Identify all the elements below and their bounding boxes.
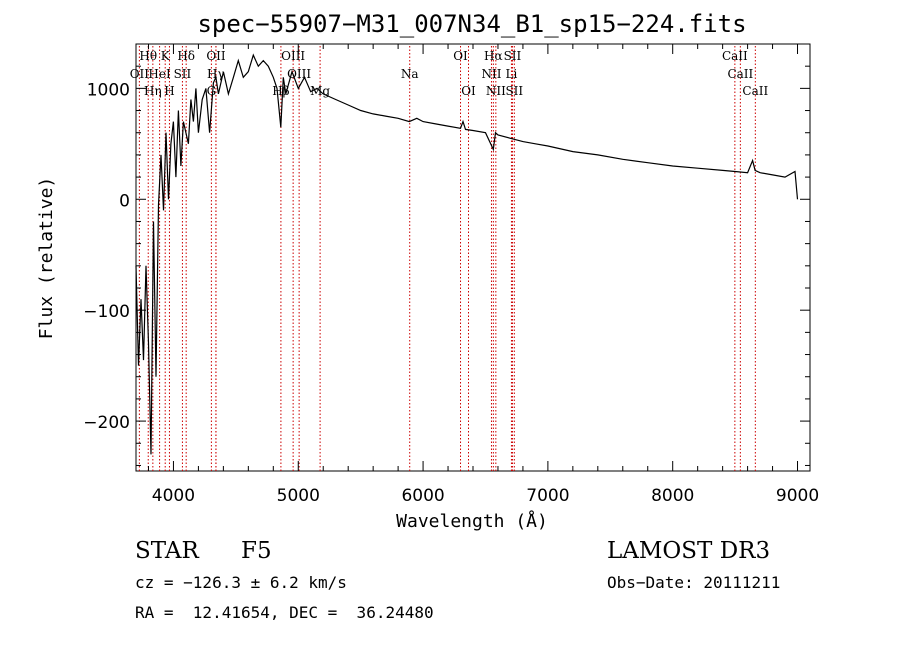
y-tick-label-2: 0 [119,191,130,211]
x-axis-label: Wavelength (Å) [396,510,548,532]
survey-name: LAMOST DR3 [607,538,771,564]
object-subclass: F5 [241,538,272,564]
line-marker-label-12: Hγ [207,67,225,81]
y-tick-label-3: 1000 [87,80,130,100]
axis-ticks [136,44,810,471]
x-tick-label-4: 8000 [651,486,694,506]
line-marker-label-10: HeI [148,67,171,81]
line-marker-label-16: Li [506,67,518,81]
line-marker-label-6: Hα [484,49,503,63]
line-marker-label-17: CaII [727,67,753,81]
x-tick-label-2: 6000 [401,486,444,506]
line-marker-label-14: Na [401,67,419,81]
line-marker-label-8: CaII [722,49,748,63]
tick-labels: 4000 5000 6000 7000 8000 9000 −200 −100 0 1000 [83,80,819,506]
line-marker-label-4: OIII [281,49,305,63]
line-marker-label-9: OII [130,67,150,81]
redshift-readout: cz = −126.3 ± 6.2 km/s [135,573,347,592]
line-markers [138,46,756,471]
spectrum-line [135,53,799,455]
line-marker-label-25: SII [505,84,523,98]
x-tick-label-5: 9000 [776,486,819,506]
y-tick-label-1: −100 [83,302,130,322]
line-marker-label-24: NII [486,84,506,98]
y-tick-label-0: −200 [83,413,130,433]
line-marker-label-3: OII [206,49,226,63]
y-axis-label: Flux (relative) [36,177,57,340]
line-marker-label-18: Hη [144,84,162,98]
line-marker-label-20: G [207,84,217,98]
obs-date: Obs−Date: 20111211 [607,573,781,592]
plot-frame [135,43,811,472]
x-tick-label-0: 4000 [152,486,195,506]
x-tick-label-1: 5000 [277,486,320,506]
line-marker-label-7: SII [504,49,522,63]
line-marker-label-2: Hδ [177,49,195,63]
chart-title: spec−55907−M31_007N34_B1_sp15−224.fits [197,10,746,38]
object-class: STAR [135,538,199,564]
line-marker-label-19: H [164,84,174,98]
line-marker-label-5: OI [453,49,468,63]
line-marker-label-26: CaII [742,84,768,98]
line-marker-label-11: SII [174,67,192,81]
line-marker-label-15: NII [481,67,501,81]
line-marker-label-0: Hθ [139,49,157,63]
line-marker-label-23: OI [461,84,476,98]
line-marker-label-1: K [161,49,171,63]
x-tick-label-3: 7000 [526,486,569,506]
line-marker-label-13: OIII [287,67,311,81]
coordinates: RA = 12.41654, DEC = 36.24480 [135,603,434,622]
